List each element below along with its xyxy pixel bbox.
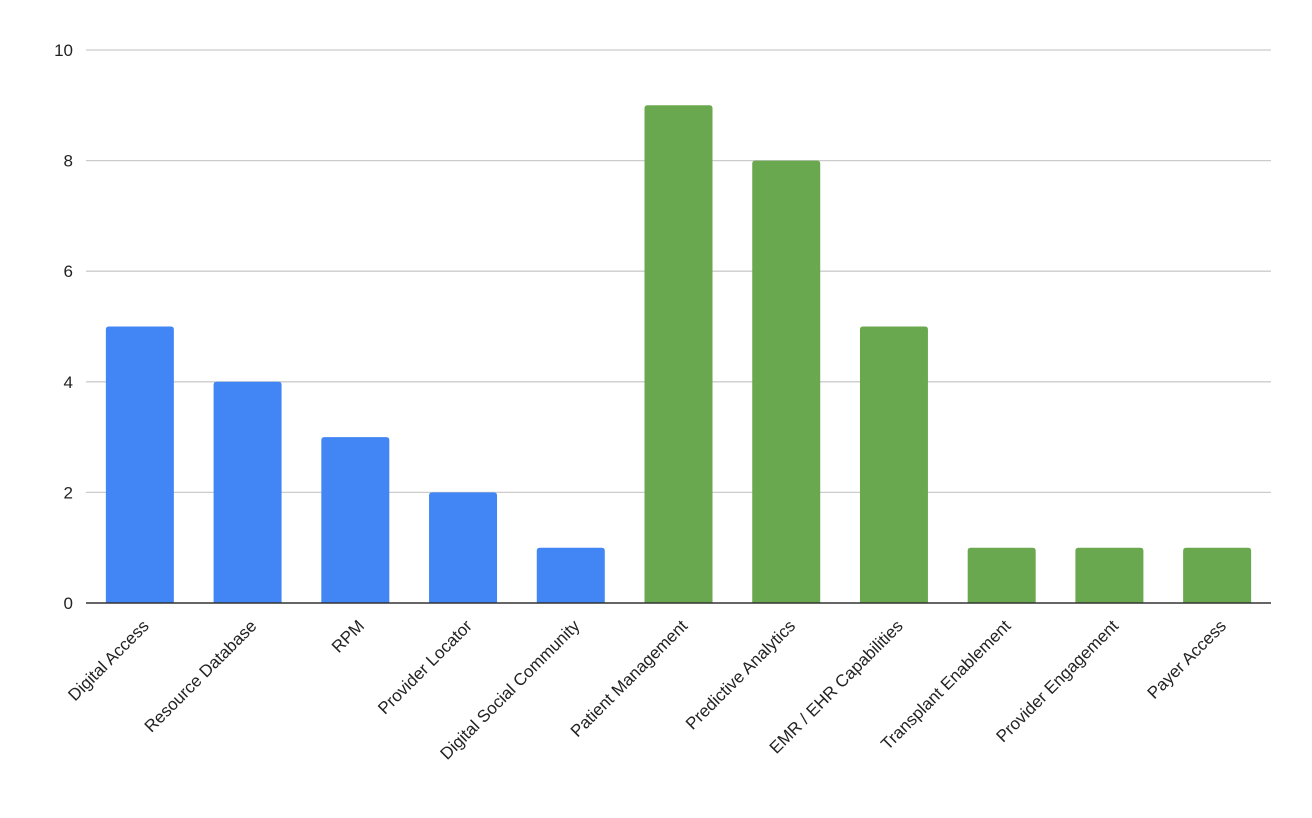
y-tick-label-2: 2 [64, 483, 73, 502]
bar-provider-engagement [1075, 547, 1144, 603]
bar-transplant-enablement [967, 547, 1036, 603]
x-category-label: Provider Locator [374, 616, 476, 718]
y-tick-label-6: 6 [64, 262, 73, 281]
y-tick-label-4: 4 [64, 373, 73, 392]
bar-resource-database [213, 381, 282, 603]
y-tick-label-10: 10 [54, 41, 73, 60]
x-category-label: Digital Access [64, 616, 152, 704]
bar-provider-locator [429, 492, 498, 603]
x-category-label: Provider Engagement [993, 616, 1123, 746]
bar-digital-social-community [536, 547, 605, 603]
x-category-label: Resource Database [141, 616, 261, 736]
y-tick-label-8: 8 [64, 152, 73, 171]
bar-predictive-analytics [752, 160, 821, 603]
y-axis-ticks: 0 2 4 6 8 10 [54, 41, 73, 613]
bar-digital-access [105, 326, 174, 603]
x-category-label: Predictive Analytics [682, 616, 799, 733]
x-category-label: Patient Management [567, 616, 692, 741]
bar-patient-management [644, 105, 713, 604]
bar-payer-access [1183, 547, 1252, 603]
x-category-label: RPM [328, 616, 368, 656]
bar-emr-ehr-capabilities [859, 326, 928, 603]
bar-rpm [321, 437, 390, 603]
bars [105, 105, 1252, 604]
x-category-label: Payer Access [1144, 616, 1230, 702]
y-tick-label-0: 0 [64, 594, 73, 613]
